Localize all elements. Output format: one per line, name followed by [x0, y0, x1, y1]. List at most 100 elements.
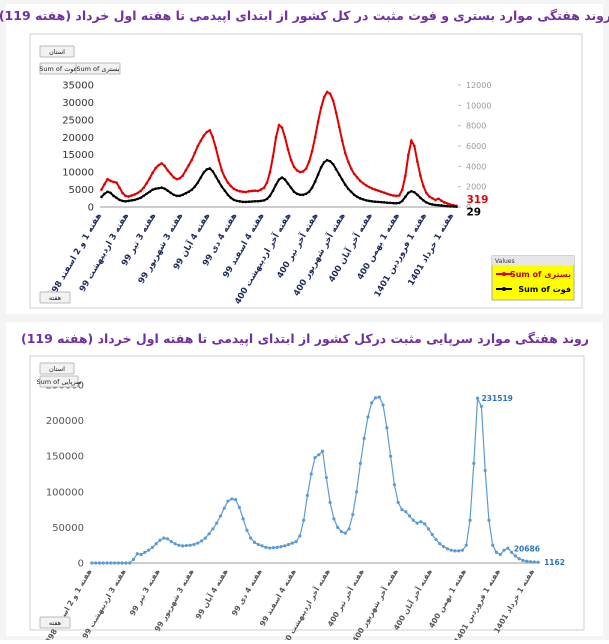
data-point [410, 139, 413, 143]
chart-frame-top [29, 33, 583, 309]
data-point [290, 541, 294, 545]
data-point [241, 190, 245, 193]
data-label: 1162 [544, 558, 565, 567]
data-point [165, 537, 170, 541]
data-point [313, 456, 317, 460]
data-point [440, 204, 443, 207]
data-point [301, 193, 305, 197]
data-point [97, 561, 102, 565]
filter-button[interactable] [39, 616, 71, 629]
data-point [358, 461, 362, 465]
data-point [280, 126, 284, 129]
data-point [283, 178, 287, 181]
data-point [90, 561, 94, 565]
data-point [118, 198, 121, 202]
data-point [286, 148, 290, 151]
data-point [349, 167, 353, 170]
data-point [452, 205, 455, 208]
data-point [395, 194, 398, 198]
data-point [178, 177, 182, 180]
data-point [131, 557, 136, 562]
data-point [320, 449, 325, 453]
y-tick-label: 10000 [62, 168, 94, 179]
filter-button[interactable] [39, 291, 71, 304]
data-point [142, 186, 145, 190]
data-point [100, 188, 103, 191]
data-point [232, 187, 236, 191]
data-point [361, 198, 365, 201]
data-point [325, 90, 329, 94]
data-point [256, 200, 260, 203]
data-point [166, 189, 169, 193]
data-point [106, 190, 109, 194]
data-point [220, 185, 224, 188]
data-point [247, 190, 251, 193]
data-point [401, 199, 404, 203]
data-point [192, 542, 196, 547]
data-point [259, 199, 263, 203]
data-point [352, 193, 356, 197]
data-point [135, 552, 139, 556]
data-point [316, 120, 320, 123]
data-point [322, 160, 326, 164]
data-point [136, 197, 139, 201]
data-point [193, 185, 197, 188]
data-point [154, 542, 158, 546]
legend-label: Sum of بستری [510, 270, 571, 279]
data-point [337, 125, 341, 129]
data-point [364, 184, 368, 187]
data-point [249, 536, 253, 540]
data-point [416, 160, 419, 163]
data-point [304, 192, 308, 196]
data-point [304, 167, 308, 170]
data-point [298, 170, 302, 174]
data-point [268, 170, 272, 174]
data-point [103, 192, 106, 196]
filter-button-label: Sum of بستری [76, 65, 119, 73]
data-point [208, 167, 212, 170]
data-point [434, 537, 438, 542]
data-point [211, 135, 215, 139]
data-point [322, 95, 326, 99]
data-point [301, 170, 305, 173]
y-tick-label: 15000 [62, 150, 94, 161]
data-point [419, 174, 422, 177]
filter-button[interactable] [39, 45, 75, 58]
data-point [241, 517, 245, 521]
data-point [373, 188, 377, 191]
data-point [443, 204, 446, 208]
filter-button[interactable] [39, 375, 79, 388]
data-point [392, 194, 395, 197]
data-point [151, 188, 154, 192]
data-point [366, 415, 370, 419]
data-point [328, 92, 332, 96]
data-point [217, 180, 221, 183]
data-point [271, 189, 275, 193]
data-point [120, 561, 124, 565]
data-point [407, 514, 412, 518]
y-tick-label: 50000 [52, 523, 84, 534]
data-point [340, 178, 344, 181]
data-point [106, 177, 109, 181]
filter-button[interactable] [39, 362, 75, 375]
data-point [313, 180, 317, 183]
filter-button[interactable] [75, 62, 121, 75]
data-point [425, 201, 428, 204]
data-point [253, 200, 257, 203]
data-point [279, 545, 283, 549]
y2-tick-label: 2000 [466, 183, 486, 192]
data-point [286, 182, 290, 185]
data-point [124, 194, 127, 198]
data-point [346, 160, 350, 163]
data-point [203, 536, 207, 540]
data-point [214, 175, 218, 178]
data-point [446, 204, 449, 208]
data-point [181, 193, 185, 197]
data-point [265, 181, 269, 184]
data-point [355, 195, 359, 199]
data-point [202, 171, 206, 174]
data-point [205, 168, 209, 171]
data-point [193, 151, 197, 155]
data-point [289, 186, 293, 189]
data-point [280, 176, 284, 179]
